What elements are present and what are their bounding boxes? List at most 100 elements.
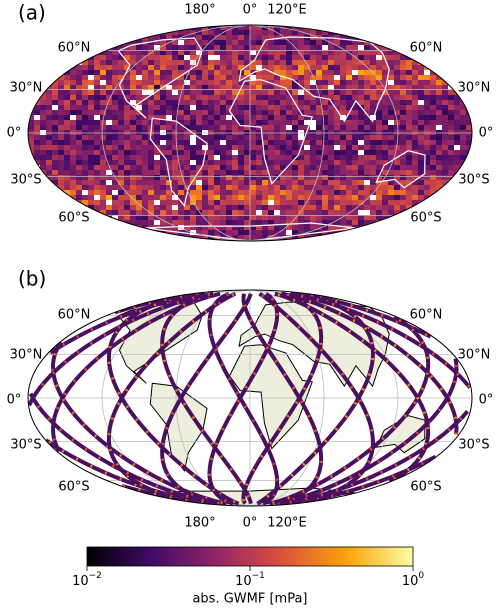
cell bbox=[154, 130, 160, 135]
cell bbox=[334, 100, 340, 105]
cell bbox=[448, 240, 454, 241]
cell bbox=[322, 115, 328, 120]
cell bbox=[118, 200, 124, 205]
cell bbox=[46, 55, 52, 60]
cell bbox=[112, 100, 118, 105]
cell bbox=[142, 110, 148, 115]
cell bbox=[178, 220, 184, 225]
cell bbox=[226, 90, 232, 95]
cell bbox=[118, 60, 124, 65]
cell bbox=[130, 50, 136, 55]
cell bbox=[166, 75, 172, 80]
cell bbox=[310, 205, 316, 210]
cell bbox=[40, 65, 46, 70]
cell bbox=[202, 230, 208, 235]
cell bbox=[424, 35, 430, 40]
cell bbox=[340, 85, 346, 90]
colorbar-label: abs. GWMF [mPa] bbox=[192, 592, 307, 607]
cell bbox=[286, 40, 292, 45]
cell bbox=[304, 75, 310, 80]
cell bbox=[220, 230, 226, 235]
cell bbox=[154, 50, 160, 55]
cell bbox=[430, 175, 436, 180]
cell bbox=[328, 55, 334, 60]
cell bbox=[160, 120, 166, 125]
cell bbox=[118, 30, 124, 35]
cell bbox=[52, 180, 58, 185]
cell bbox=[388, 155, 394, 160]
cell bbox=[298, 65, 304, 70]
cell bbox=[316, 115, 322, 120]
cell bbox=[112, 200, 118, 205]
cell bbox=[142, 205, 148, 210]
cell bbox=[214, 85, 220, 90]
cell bbox=[154, 95, 160, 100]
cell bbox=[208, 85, 214, 90]
cell bbox=[316, 190, 322, 195]
cell bbox=[322, 25, 328, 30]
cell bbox=[148, 190, 154, 195]
cell bbox=[130, 95, 136, 100]
cell bbox=[274, 180, 280, 185]
cell bbox=[394, 190, 400, 195]
cell bbox=[328, 125, 334, 130]
cell bbox=[196, 90, 202, 95]
cell bbox=[58, 115, 64, 120]
cell bbox=[100, 90, 106, 95]
cell bbox=[388, 65, 394, 70]
cell bbox=[346, 25, 352, 30]
cell bbox=[46, 195, 52, 200]
cell bbox=[46, 50, 52, 55]
cell bbox=[190, 145, 196, 150]
cell bbox=[136, 135, 142, 140]
cell bbox=[124, 235, 130, 240]
cell bbox=[268, 140, 274, 145]
track bbox=[258, 292, 375, 506]
cell bbox=[310, 75, 316, 80]
cell bbox=[292, 95, 298, 100]
cell bbox=[124, 170, 130, 175]
cell bbox=[466, 235, 472, 240]
cell bbox=[328, 90, 334, 95]
colorbar bbox=[86, 546, 414, 567]
cell bbox=[454, 125, 460, 130]
cell bbox=[166, 95, 172, 100]
cell bbox=[466, 190, 472, 195]
cell bbox=[400, 180, 406, 185]
cell bbox=[256, 110, 262, 115]
cell bbox=[322, 65, 328, 70]
cell bbox=[28, 45, 34, 50]
cell bbox=[292, 110, 298, 115]
cell bbox=[100, 190, 106, 195]
cell bbox=[382, 60, 388, 65]
cell bbox=[274, 140, 280, 145]
cell bbox=[190, 40, 196, 45]
cell bbox=[304, 70, 310, 75]
cell bbox=[430, 170, 436, 175]
lat-label: 0° bbox=[479, 126, 494, 141]
cell bbox=[358, 95, 364, 100]
cell bbox=[352, 205, 358, 210]
cell bbox=[40, 145, 46, 150]
cell bbox=[280, 95, 286, 100]
cell bbox=[322, 70, 328, 75]
cell bbox=[448, 45, 454, 50]
cell bbox=[304, 60, 310, 65]
cell bbox=[58, 135, 64, 140]
cell bbox=[280, 140, 286, 145]
cell bbox=[40, 70, 46, 75]
cell bbox=[394, 240, 400, 241]
cell bbox=[244, 30, 250, 35]
cell bbox=[460, 220, 466, 225]
cell bbox=[70, 80, 76, 85]
cell bbox=[52, 100, 58, 105]
cell bbox=[226, 235, 232, 240]
cell bbox=[364, 230, 370, 235]
cell bbox=[358, 215, 364, 220]
cell bbox=[352, 235, 358, 240]
cell bbox=[250, 205, 256, 210]
cell bbox=[232, 30, 238, 35]
cell bbox=[298, 240, 304, 241]
cell bbox=[238, 210, 244, 215]
cell bbox=[64, 140, 70, 145]
